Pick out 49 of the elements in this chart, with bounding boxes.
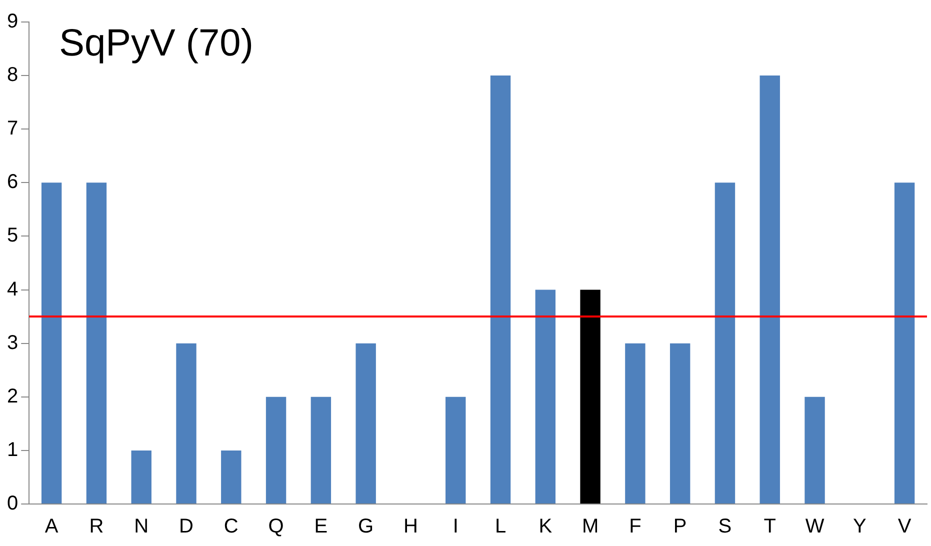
y-tick-label: 0 (7, 492, 18, 515)
bar (535, 290, 556, 504)
bar (580, 290, 600, 504)
x-tick-label: T (764, 516, 776, 538)
bar (221, 450, 242, 504)
y-tick-label: 8 (7, 64, 18, 86)
bar (490, 76, 511, 504)
bar (446, 396, 466, 504)
bar (714, 182, 736, 504)
y-tick-label: 5 (7, 224, 18, 247)
x-tick-label: W (805, 516, 824, 538)
x-tick-label: C (224, 516, 238, 538)
bar (804, 396, 825, 504)
x-tick-label: L (494, 516, 506, 538)
y-tick-label: 3 (7, 332, 18, 354)
x-tick-label: I (452, 516, 458, 538)
x-tick-label: Y (852, 516, 866, 538)
y-tick-label: 6 (7, 171, 18, 194)
x-tick-label: V (898, 516, 912, 538)
x-tick-label: E (314, 516, 328, 538)
x-tick-label: M (582, 516, 599, 538)
bar (310, 396, 332, 504)
x-tick-label: S (718, 516, 732, 538)
x-tick-label: G (358, 516, 374, 538)
bar (86, 182, 107, 504)
bar (894, 182, 915, 504)
x-tick-label: K (538, 516, 553, 538)
x-tick-label: R (89, 516, 104, 538)
x-tick-label: A (44, 516, 59, 538)
x-tick-label: P (673, 516, 687, 538)
bar (760, 76, 780, 504)
bar (41, 182, 62, 504)
bar (266, 396, 286, 504)
y-tick-label: 2 (7, 385, 18, 408)
y-tick-label: 4 (7, 278, 18, 300)
bar (356, 343, 376, 504)
x-tick-label: F (629, 516, 642, 538)
bar (176, 343, 196, 504)
x-tick-label: D (179, 516, 194, 538)
y-tick-label: 1 (7, 438, 18, 461)
y-tick-label: 9 (7, 10, 18, 33)
x-tick-label: Q (268, 516, 284, 538)
bar (625, 343, 646, 504)
chart-title: SqPyV (70) (59, 22, 254, 64)
y-tick-label: 7 (7, 118, 18, 140)
x-tick-label: H (403, 516, 418, 538)
bar (131, 450, 152, 504)
bar (670, 343, 690, 504)
x-tick-label: N (134, 516, 149, 538)
